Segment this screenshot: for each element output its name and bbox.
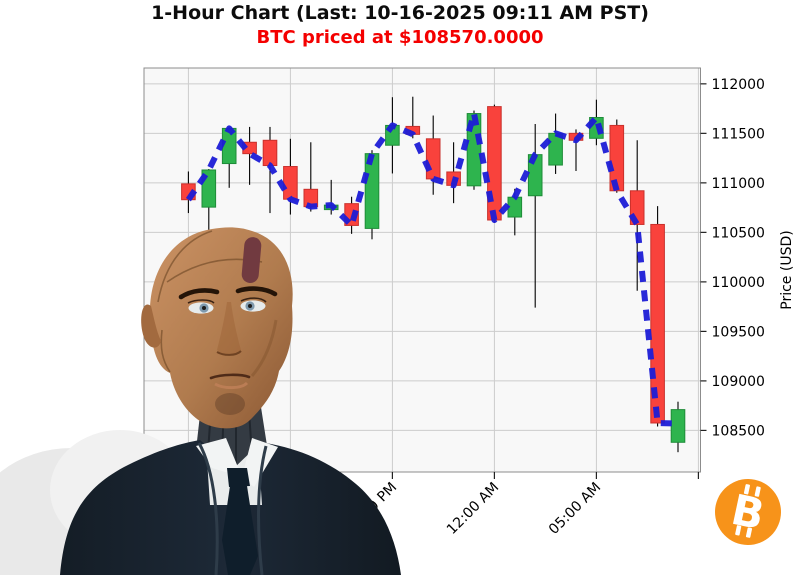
robot-collar-right xyxy=(242,438,278,487)
robot-forehead-stripe xyxy=(241,237,262,283)
y-tick-label: 112000 xyxy=(712,77,765,93)
bitcoin-b-prongs xyxy=(735,484,761,538)
robot-lower-lip xyxy=(214,381,249,390)
y-tick-label: 110500 xyxy=(712,225,765,241)
robot-eyebrows xyxy=(178,286,278,300)
robot-mouth xyxy=(209,373,251,380)
candles xyxy=(181,96,686,453)
chart-title: 1-Hour Chart (Last: 10-16-2025 09:11 AM … xyxy=(151,2,649,24)
y-tick-label: 108500 xyxy=(712,424,765,440)
robot-cheek-contour xyxy=(250,319,278,377)
robot-tie-knot xyxy=(227,468,250,487)
y-tick-label: 109000 xyxy=(712,374,765,390)
y-tick-label: 111000 xyxy=(712,176,765,192)
robot-tie xyxy=(222,486,258,575)
y-axis: 112000 111500 111000 110500 110000 109500 1090… xyxy=(700,77,795,440)
bitcoin-coin-circle xyxy=(715,479,781,545)
robot-nostril-line xyxy=(216,350,242,356)
robot-avatar-illustration xyxy=(0,227,401,575)
robot-goatee xyxy=(215,393,245,415)
robot-eyes xyxy=(187,297,267,314)
candle-up xyxy=(364,153,380,229)
bitcoin-logo: B xyxy=(715,479,781,545)
candle-down xyxy=(609,124,625,192)
chart-subtitle: BTC priced at $108570.0000 xyxy=(256,27,544,48)
titlebar: 1-Hour Chart (Last: 10-16-2025 09:11 AM … xyxy=(0,0,800,48)
y-tick-label: 110000 xyxy=(712,275,765,291)
axes-spines xyxy=(143,67,701,473)
robot-ear xyxy=(141,304,161,348)
robot-lapels xyxy=(197,442,268,575)
y-tick-label: 109500 xyxy=(712,325,765,341)
y-axis-title: Price (USD) xyxy=(779,230,795,309)
close-price-dashed-line xyxy=(185,110,679,427)
robot-nose xyxy=(217,302,241,356)
y-tick-label: 111500 xyxy=(712,126,765,142)
robot-collar-left xyxy=(196,438,242,477)
